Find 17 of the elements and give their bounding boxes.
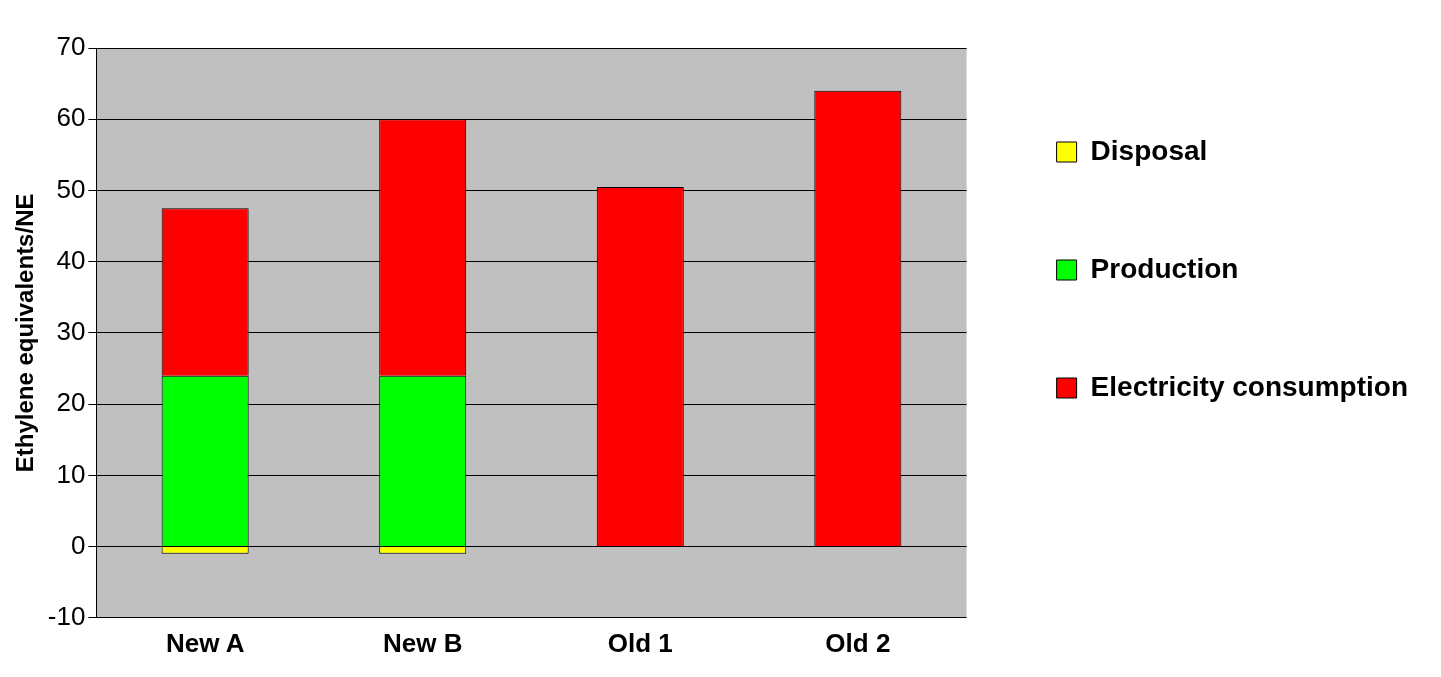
y-tick-label: 60 — [56, 102, 86, 133]
legend-label: Disposal — [1090, 134, 1208, 166]
y-tick-label: 40 — [56, 244, 86, 275]
y-tick-label: 50 — [56, 173, 86, 204]
x-tick-label: Old 2 — [825, 627, 891, 658]
y-tick-label: -10 — [47, 600, 86, 631]
x-tick-label: New B — [382, 627, 463, 658]
y-tick-label: 0 — [70, 529, 86, 560]
x-tick-label: New A — [165, 627, 245, 658]
y-axis-title: Ethylene equivalents/NE — [11, 193, 39, 473]
y-tick-label: 70 — [56, 31, 86, 62]
legend-label: Production — [1090, 252, 1239, 284]
x-tick-label: Old 1 — [607, 627, 673, 658]
y-tick-label: 30 — [56, 316, 86, 347]
y-tick-label: 20 — [56, 387, 86, 418]
y-tick-label: 10 — [56, 458, 86, 489]
legend-label: Electricity consumption — [1090, 370, 1409, 402]
